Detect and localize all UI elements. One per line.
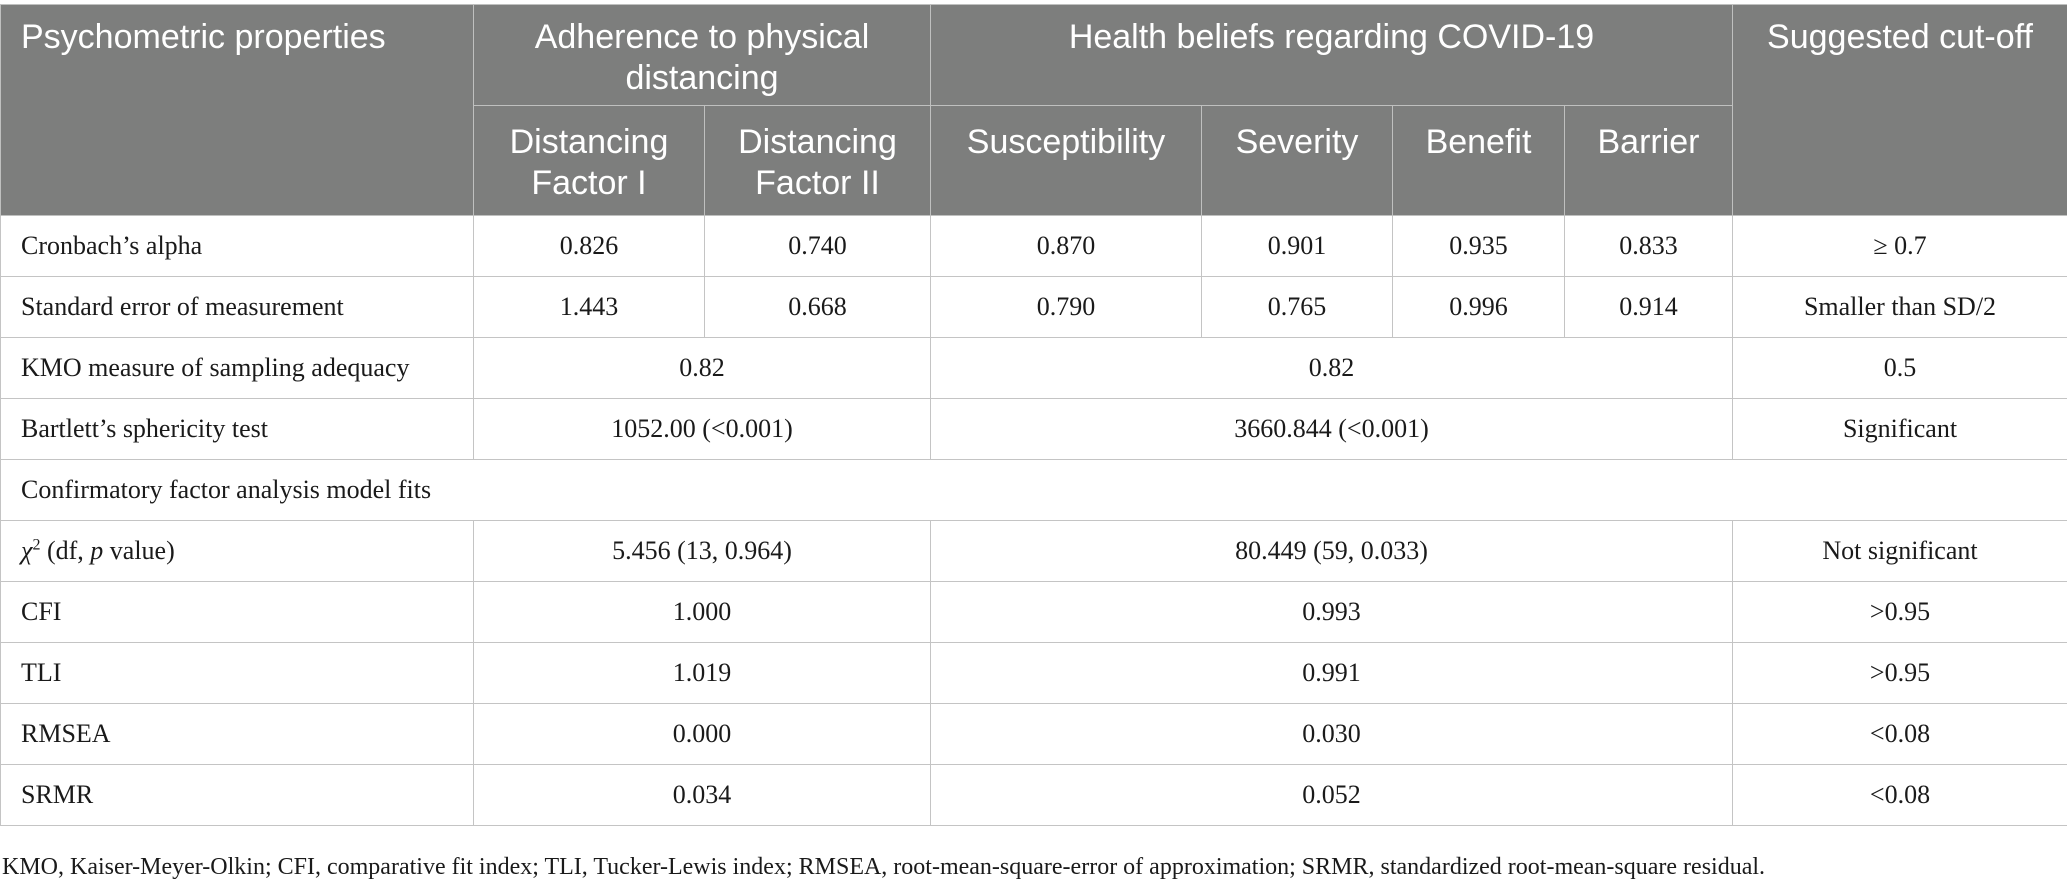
table-header: Psychometric properties Adherence to phy…: [0, 4, 2067, 216]
table-row-bartlett: Bartlett’s sphericity test 1052.00 (<0.0…: [0, 398, 2067, 460]
cell-distancing: 1052.00 (<0.001): [473, 398, 931, 460]
table-row-cfa-section: Confirmatory factor analysis model fits: [0, 459, 2067, 521]
cell-cutoff: Smaller than SD/2: [1732, 276, 2067, 338]
cell-health: 0.993: [930, 581, 1733, 643]
cell-cutoff: >0.95: [1732, 642, 2067, 704]
cell-distancing: 0.034: [473, 764, 931, 826]
cell-cutoff: >0.95: [1732, 581, 2067, 643]
cell-health: 80.449 (59, 0.033): [930, 520, 1733, 582]
cell-health: 3660.844 (<0.001): [930, 398, 1733, 460]
chi-symbol: χ: [21, 536, 33, 565]
cell-distancing: 0.000: [473, 703, 931, 765]
cell-value: 0.914: [1564, 276, 1733, 338]
chi-label-b: value): [103, 536, 175, 565]
cell-distancing: 5.456 (13, 0.964): [473, 520, 931, 582]
cell-value: 0.935: [1392, 215, 1565, 277]
table-row-sem: Standard error of measurement 1.443 0.66…: [0, 276, 2067, 338]
cell-health: 0.991: [930, 642, 1733, 704]
row-label-chi-square: χ2 (df, p value): [0, 520, 474, 582]
table-body: Cronbach’s alpha 0.826 0.740 0.870 0.901…: [0, 215, 2067, 826]
row-label: Cronbach’s alpha: [0, 215, 474, 277]
header-psychometric-properties: Psychometric properties: [0, 4, 474, 216]
cell-distancing: 1.019: [473, 642, 931, 704]
section-heading-cfa: Confirmatory factor analysis model fits: [0, 459, 2067, 521]
cell-value: 0.996: [1392, 276, 1565, 338]
header-benefit: Benefit: [1392, 105, 1565, 216]
header-distancing-factor-2: Distancing Factor II: [704, 105, 931, 216]
cell-cutoff: 0.5: [1732, 337, 2067, 399]
row-label: SRMR: [0, 764, 474, 826]
table-row-cfi: CFI 1.000 0.993 >0.95: [0, 581, 2067, 643]
cell-value: 0.790: [930, 276, 1202, 338]
cell-distancing: 1.000: [473, 581, 931, 643]
cell-health: 0.052: [930, 764, 1733, 826]
row-label: TLI: [0, 642, 474, 704]
row-label: Standard error of measurement: [0, 276, 474, 338]
header-severity: Severity: [1201, 105, 1393, 216]
cell-health: 0.82: [930, 337, 1733, 399]
cell-value: 0.833: [1564, 215, 1733, 277]
header-distancing-factor-1: Distancing Factor I: [473, 105, 705, 216]
table-row-tli: TLI 1.019 0.991 >0.95: [0, 642, 2067, 704]
chi-label-a: (df,: [40, 536, 91, 565]
cell-cutoff: ≥ 0.7: [1732, 215, 2067, 277]
cell-health: 0.030: [930, 703, 1733, 765]
cell-value: 0.901: [1201, 215, 1393, 277]
cell-value: 1.443: [473, 276, 705, 338]
table-footnote: KMO, Kaiser-Meyer-Olkin; CFI, comparativ…: [2, 854, 1766, 880]
cell-value: 0.668: [704, 276, 931, 338]
psychometric-table: Psychometric properties Adherence to phy…: [0, 4, 2067, 826]
table-row-cronbach: Cronbach’s alpha 0.826 0.740 0.870 0.901…: [0, 215, 2067, 277]
table-row-kmo: KMO measure of sampling adequacy 0.82 0.…: [0, 337, 2067, 399]
cell-distancing: 0.82: [473, 337, 931, 399]
cell-cutoff: <0.08: [1732, 764, 2067, 826]
cell-cutoff: Not significant: [1732, 520, 2067, 582]
row-label: RMSEA: [0, 703, 474, 765]
cell-value: 0.826: [473, 215, 705, 277]
cell-cutoff: Significant: [1732, 398, 2067, 460]
cell-cutoff: <0.08: [1732, 703, 2067, 765]
cell-value: 0.765: [1201, 276, 1393, 338]
header-suggested-cutoff: Suggested cut-off: [1732, 4, 2067, 216]
row-label: Bartlett’s sphericity test: [0, 398, 474, 460]
table-row-rmsea: RMSEA 0.000 0.030 <0.08: [0, 703, 2067, 765]
table-row-srmr: SRMR 0.034 0.052 <0.08: [0, 764, 2067, 826]
chi-superscript: 2: [32, 536, 41, 554]
cell-value: 0.870: [930, 215, 1202, 277]
header-group-distancing: Adherence to physical distancing: [473, 4, 931, 106]
table-row-chi-square: χ2 (df, p value) 5.456 (13, 0.964) 80.44…: [0, 520, 2067, 582]
row-label: CFI: [0, 581, 474, 643]
header-susceptibility: Susceptibility: [930, 105, 1202, 216]
header-barrier: Barrier: [1564, 105, 1733, 216]
cell-value: 0.740: [704, 215, 931, 277]
chi-label-p: p: [90, 536, 104, 565]
header-group-health-beliefs: Health beliefs regarding COVID-19: [930, 4, 1733, 106]
row-label: KMO measure of sampling adequacy: [0, 337, 474, 399]
